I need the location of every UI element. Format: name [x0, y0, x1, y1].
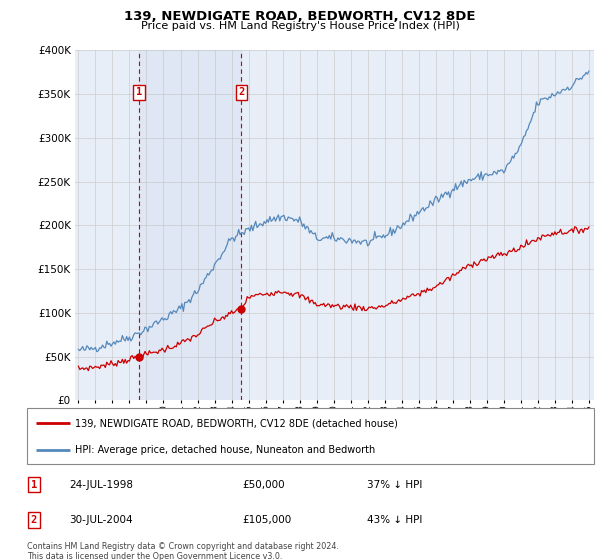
Text: 1: 1 — [31, 480, 37, 489]
Text: Price paid vs. HM Land Registry's House Price Index (HPI): Price paid vs. HM Land Registry's House … — [140, 21, 460, 31]
Text: 2: 2 — [31, 515, 37, 525]
Text: 1: 1 — [136, 87, 142, 97]
Text: 139, NEWDIGATE ROAD, BEDWORTH, CV12 8DE (detached house): 139, NEWDIGATE ROAD, BEDWORTH, CV12 8DE … — [75, 418, 398, 428]
Text: 37% ↓ HPI: 37% ↓ HPI — [367, 480, 422, 489]
Text: £105,000: £105,000 — [242, 515, 292, 525]
Text: HPI: Average price, detached house, Nuneaton and Bedworth: HPI: Average price, detached house, Nune… — [75, 445, 376, 455]
Text: 30-JUL-2004: 30-JUL-2004 — [70, 515, 133, 525]
Text: 43% ↓ HPI: 43% ↓ HPI — [367, 515, 422, 525]
Text: 2: 2 — [238, 87, 245, 97]
Text: 139, NEWDIGATE ROAD, BEDWORTH, CV12 8DE: 139, NEWDIGATE ROAD, BEDWORTH, CV12 8DE — [124, 10, 476, 22]
Text: Contains HM Land Registry data © Crown copyright and database right 2024.
This d: Contains HM Land Registry data © Crown c… — [27, 542, 339, 560]
Text: £50,000: £50,000 — [242, 480, 285, 489]
Bar — [139, 50, 241, 400]
FancyBboxPatch shape — [27, 408, 594, 464]
Text: 24-JUL-1998: 24-JUL-1998 — [70, 480, 134, 489]
